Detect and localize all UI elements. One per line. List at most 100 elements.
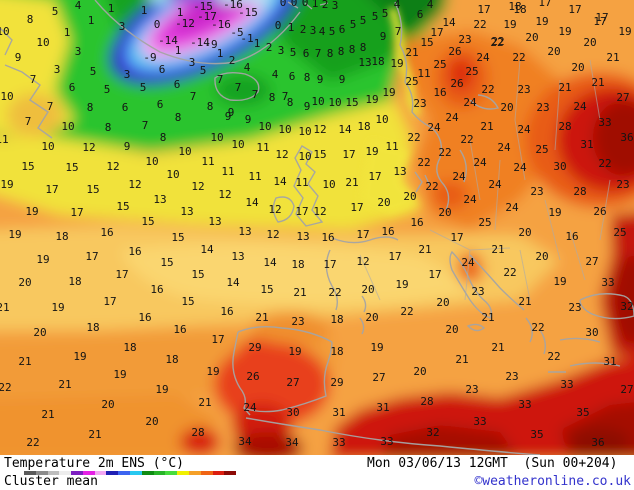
- temperature-label: 8: [268, 90, 276, 104]
- legend-title: Temperature 2m ENS (°C): [4, 456, 185, 471]
- temperature-label: 12: [313, 122, 327, 136]
- forecast-datetime: Mon 03/06/13 12GMT (Sun 00+204): [367, 456, 618, 471]
- temperature-label: 22: [328, 285, 342, 299]
- temperature-label: 14: [226, 275, 240, 289]
- temperature-label: 5: [51, 4, 59, 18]
- temperature-label: 10: [178, 144, 192, 158]
- temperature-label: 32: [620, 299, 634, 313]
- temperature-label: 21: [255, 310, 269, 324]
- temperature-label: 11: [295, 175, 309, 189]
- scale-segment: [24, 471, 36, 475]
- temperature-label: 24: [427, 120, 441, 134]
- temperature-label: 29: [248, 340, 262, 354]
- temperature-label: 10: [0, 89, 14, 103]
- temperature-label: 8: [159, 130, 167, 144]
- temperature-label: 5: [103, 82, 111, 96]
- temperature-label: 17: [295, 204, 309, 218]
- temperature-label: 10: [231, 137, 245, 151]
- temperature-label: 20: [445, 322, 459, 336]
- temperature-label: 25: [405, 74, 419, 88]
- temperature-label: 1: [63, 25, 71, 39]
- temperature-label: 17: [85, 249, 99, 263]
- temperature-label: 15: [260, 282, 274, 296]
- temperature-label: 5: [289, 45, 297, 59]
- temperature-label: 6: [302, 46, 310, 60]
- temperature-label: 16: [150, 282, 164, 296]
- temperature-label: 20: [500, 100, 514, 114]
- copyright-link[interactable]: ©weatheronline.co.uk: [474, 474, 631, 489]
- temperature-label: 24: [463, 95, 477, 109]
- temperature-label: 3: [188, 55, 196, 69]
- temperature-label: 22: [26, 435, 40, 449]
- temperature-label: 14: [442, 15, 456, 29]
- temperature-label: 10: [258, 119, 272, 133]
- temperature-label: 25: [433, 57, 447, 71]
- temperature-label: 7: [281, 89, 289, 103]
- temperature-label: 3: [309, 23, 317, 37]
- temperature-label: 35: [576, 405, 590, 419]
- temperature-label: 12: [106, 159, 120, 173]
- temperature-label: 17: [450, 230, 464, 244]
- temperature-label: -16: [211, 17, 231, 31]
- temperature-label: 18: [513, 2, 527, 16]
- temperature-label: 23: [465, 382, 479, 396]
- temperature-label: 14: [338, 122, 352, 136]
- temperature-label: 17: [356, 227, 370, 241]
- temperature-label: 7: [24, 114, 32, 128]
- temperature-label: 17: [593, 14, 607, 28]
- temperature-label: -9: [204, 37, 218, 51]
- temperature-label: 10: [0, 24, 10, 38]
- temperature-label: 1: [174, 43, 182, 57]
- temperature-label: -9: [143, 50, 157, 64]
- temperature-label: 31: [580, 137, 594, 151]
- scale-segment: [200, 471, 213, 475]
- temperature-label: 17: [103, 294, 117, 308]
- temperature-label: 5: [328, 24, 336, 38]
- temperature-label: 24: [513, 160, 527, 174]
- temperature-label: 21: [58, 377, 72, 391]
- temperature-label: -17: [197, 9, 217, 23]
- temperature-label: 16: [100, 225, 114, 239]
- temperature-label: 18: [68, 274, 82, 288]
- temperature-label: 6: [288, 69, 296, 83]
- temperature-label: 23: [530, 184, 544, 198]
- temperature-label: 7: [29, 72, 37, 86]
- temperature-label: 23: [458, 32, 472, 46]
- temperature-label: 24: [452, 169, 466, 183]
- temperature-label: 17: [368, 169, 382, 183]
- temperature-label: 21: [480, 119, 494, 133]
- temperature-label: 16: [220, 304, 234, 318]
- temperature-label: 3: [74, 44, 82, 58]
- temperature-label: 19: [548, 205, 562, 219]
- temperature-label: 10: [322, 177, 336, 191]
- temperature-label: 13: [296, 229, 310, 243]
- temperature-label: 5: [139, 80, 147, 94]
- temperature-label: 15: [65, 160, 79, 174]
- temperature-label: 5: [359, 13, 367, 27]
- temperature-label: 22: [417, 155, 431, 169]
- temperature-label: 15: [191, 267, 205, 281]
- scale-segment: [71, 471, 83, 475]
- temperature-label: 7: [189, 89, 197, 103]
- temperature-label: 13: [208, 214, 222, 228]
- temperature-label: 7: [251, 87, 259, 101]
- temperature-label: 22: [512, 50, 526, 64]
- temperature-label: 14: [200, 242, 214, 256]
- temperature-label: 17: [538, 0, 552, 9]
- temperature-label: 5: [199, 63, 207, 77]
- temperature-label: 6: [158, 62, 166, 76]
- temperature-label: 10: [328, 95, 342, 109]
- temperature-label: 10: [41, 139, 55, 153]
- temperature-label: 1: [311, 0, 319, 10]
- temperature-label: 15: [171, 230, 185, 244]
- temperature-label: 9: [227, 105, 235, 119]
- temperature-label: 12: [191, 179, 205, 193]
- temperature-label: 17: [70, 205, 84, 219]
- temperature-label: 34: [285, 435, 299, 449]
- temperature-label: 4: [393, 0, 401, 11]
- temperature-label: 18: [508, 0, 522, 13]
- temperature-label: 1: [140, 3, 148, 17]
- temperature-label: 17: [115, 267, 129, 281]
- temperature-label: 30: [553, 159, 567, 173]
- temperature-label: 15: [86, 182, 100, 196]
